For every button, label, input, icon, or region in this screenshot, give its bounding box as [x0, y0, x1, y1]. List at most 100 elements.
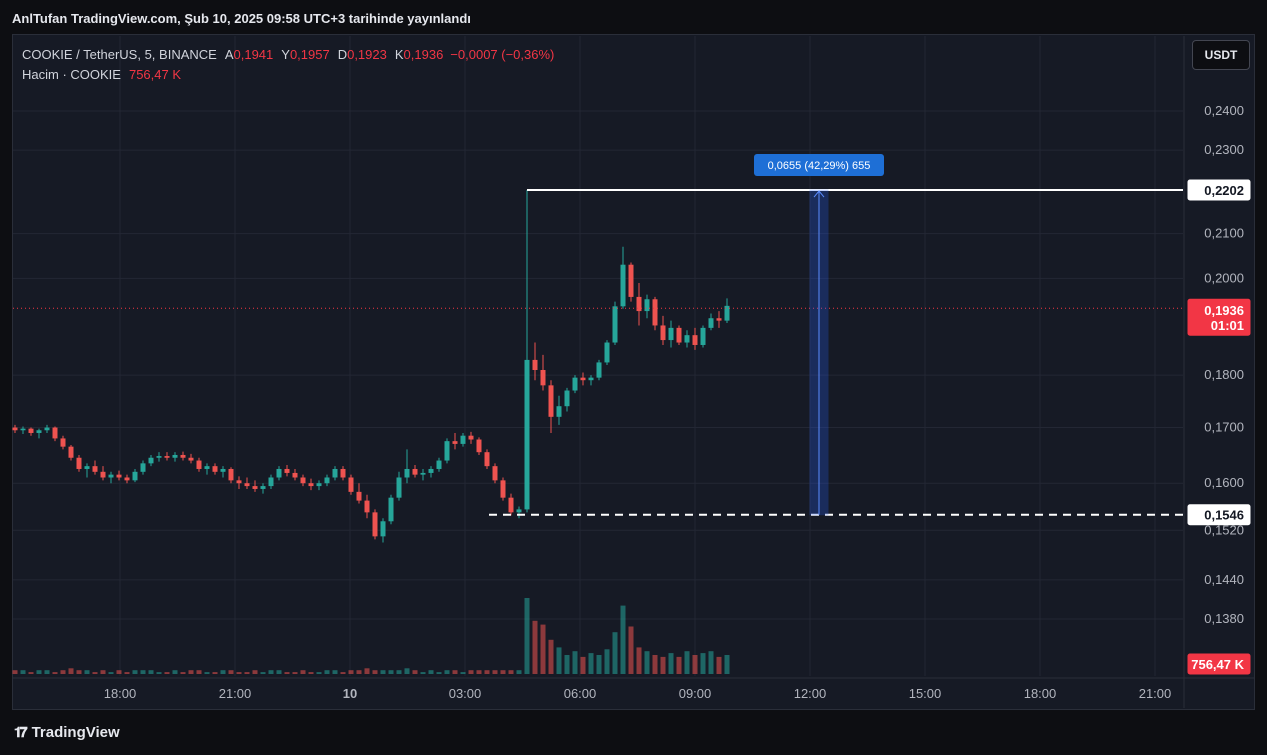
volume-bar	[556, 647, 562, 674]
chart-panel[interactable]	[12, 34, 1255, 710]
volume-bar	[692, 655, 698, 674]
high-value: 0,1957	[289, 47, 330, 62]
footer-brand[interactable]: 𝟏𝟕 TradingView	[14, 724, 120, 741]
candle-body	[636, 296, 642, 312]
candle-body	[140, 463, 146, 472]
candle-body	[436, 460, 442, 469]
candle-body	[204, 466, 210, 469]
volume-bar	[604, 649, 610, 674]
volume-badge-box	[1187, 653, 1251, 675]
volume-bar	[36, 670, 42, 674]
volume-bar	[164, 672, 170, 674]
candle-body	[668, 327, 674, 341]
candle-body	[628, 264, 634, 297]
volume-bar	[124, 672, 130, 674]
open-key: A	[224, 47, 234, 62]
volume-bar	[652, 655, 658, 674]
volume-bar	[76, 670, 82, 674]
candle-body	[404, 468, 410, 478]
volume-bar	[484, 670, 490, 674]
volume-bar	[612, 632, 618, 674]
candle-body	[116, 474, 122, 478]
candle-body	[660, 325, 666, 341]
x-tick-label: 06:00	[564, 686, 597, 701]
currency-button[interactable]: USDT	[1192, 40, 1250, 70]
volume-bar	[12, 670, 18, 674]
close-key: K	[394, 47, 404, 62]
y-tick-label: 0,1380	[1204, 611, 1244, 626]
candle-body	[220, 468, 226, 472]
x-tick-label: 18:00	[104, 686, 137, 701]
open-value: 0,1941	[233, 47, 274, 62]
change-value: −0,0007 (−0,36%)	[450, 47, 555, 62]
candle-body	[716, 318, 722, 321]
candle-body	[84, 466, 90, 469]
candle-body	[364, 500, 370, 513]
candle-body	[20, 428, 26, 431]
candle-body	[524, 359, 530, 510]
candle-body	[708, 318, 714, 328]
volume-bar	[68, 668, 74, 674]
volume-bar	[668, 653, 674, 674]
volume-bar	[508, 670, 514, 674]
y-tick-label: 0,2300	[1204, 142, 1244, 157]
candle-body	[580, 377, 586, 381]
candle-body	[308, 483, 314, 487]
volume-bar	[284, 672, 290, 674]
volume-value: 756,47 K	[128, 67, 182, 82]
volume-bar	[620, 605, 626, 674]
candle-body	[484, 452, 490, 467]
y-tick-label: 0,2100	[1204, 226, 1244, 241]
candle-body	[44, 427, 50, 431]
volume-bar	[428, 670, 434, 674]
symbol-label: COOKIE / TetherUS, 5, BINANCE	[22, 47, 217, 62]
x-tick-label: 10	[343, 686, 357, 701]
volume-bar	[564, 655, 570, 674]
y-tick-label: 0,1800	[1204, 367, 1244, 382]
candle-body	[236, 480, 242, 484]
volume-bar	[324, 670, 330, 674]
volume-bar	[412, 670, 418, 674]
volume-bar	[316, 672, 322, 674]
volume-bar	[84, 670, 90, 674]
volume-bar	[420, 672, 426, 674]
chart-overlays: 0,0655 (42,29%) 655	[13, 154, 1183, 516]
candle-body	[36, 430, 42, 433]
x-tick-label: 21:00	[1139, 686, 1172, 701]
volume-bar	[100, 670, 106, 674]
candle-body	[188, 457, 194, 461]
axis-labels: 0,2400 0,2300 0,2100 0,2000 0,1800 0,1700 0,16…	[104, 103, 1251, 701]
low-level-badge-box	[1187, 504, 1251, 526]
candle-body	[500, 480, 506, 498]
volume-bar	[244, 672, 250, 674]
volume-bar	[660, 656, 666, 674]
candle-body	[12, 427, 18, 431]
y-tick-label: 0,1440	[1204, 572, 1244, 587]
volume-bar	[572, 651, 578, 674]
x-tick-label: 12:00	[794, 686, 827, 701]
candle-body	[692, 335, 698, 345]
volume-bar	[372, 670, 378, 674]
candle-body	[284, 468, 290, 473]
low-key: D	[337, 47, 348, 62]
volume-bar	[156, 672, 162, 674]
volume-bar	[492, 670, 498, 674]
volume-badge: 756,47 K	[1191, 657, 1244, 672]
volume-bar	[108, 672, 114, 674]
measure-arrow-head	[813, 190, 825, 198]
volume-bar	[92, 672, 98, 674]
y-tick-label: 0,1700	[1204, 420, 1244, 435]
volume-bar	[700, 653, 706, 674]
volume-bar	[340, 672, 346, 674]
candle-body	[644, 299, 650, 312]
candle-body	[164, 456, 170, 458]
candle-body	[588, 377, 594, 381]
candle-body	[324, 477, 330, 484]
volume-bar	[204, 672, 210, 674]
candle-body	[68, 446, 74, 458]
volume-bars	[12, 598, 730, 674]
volume-bar	[236, 672, 242, 674]
candle-body	[596, 362, 602, 378]
candle-body	[316, 483, 322, 487]
